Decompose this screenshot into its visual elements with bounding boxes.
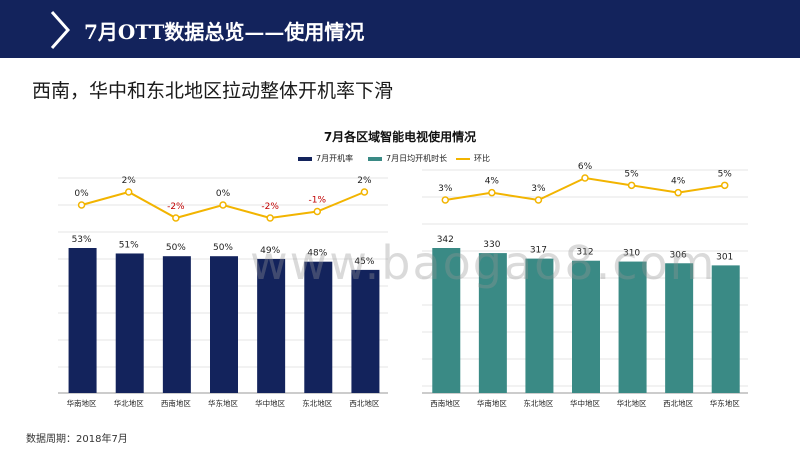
bar-value-label: 51%: [119, 240, 139, 250]
chart-legend: 7月开机率 7月日均开机时长 环比: [0, 153, 800, 167]
growth-point: [360, 188, 369, 196]
growth-point: [720, 181, 729, 190]
category-tick-label: 华北地区: [114, 398, 144, 408]
chart-bar: [68, 248, 97, 393]
bar-value-label: 330: [483, 240, 500, 250]
growth-value-label: 2%: [357, 176, 372, 186]
bar-value-label: 342: [437, 235, 454, 245]
growth-point: [674, 188, 682, 197]
page-title: 7月OTT数据总览——使用情况: [84, 20, 365, 44]
chart-bar: [478, 253, 507, 393]
legend-label: 环比: [474, 154, 490, 163]
category-tick-label: 华东地区: [710, 398, 740, 408]
growth-value-label: 6%: [578, 162, 593, 172]
category-tick-label: 华北地区: [617, 398, 647, 408]
growth-value-label: 4%: [671, 177, 686, 187]
category-tick-label: 西北地区: [349, 398, 379, 408]
bar-value-label: 53%: [72, 235, 92, 245]
category-tick-label: 西南地区: [161, 398, 191, 408]
growth-value-label: 3%: [531, 184, 546, 194]
legend-item-duration: 7月日均开机时长: [368, 153, 447, 164]
category-tick-label: 东北地区: [302, 398, 332, 408]
legend-label: 7月日均开机时长: [386, 154, 448, 163]
chart-bar: [162, 256, 191, 393]
chevron-right-icon: [50, 11, 71, 49]
growth-value-label: 3%: [438, 184, 453, 194]
chart-bar: [432, 248, 461, 393]
chart-bar: [618, 261, 647, 393]
category-tick-label: 华南地区: [67, 398, 97, 408]
chart-bar: [665, 263, 694, 393]
legend-item-open-rate: 7月开机率: [298, 153, 353, 164]
growth-point: [627, 181, 636, 190]
category-tick-label: 东北地区: [523, 398, 553, 408]
bar-value-label: 48%: [307, 249, 327, 259]
growth-point: [77, 201, 86, 209]
growth-point: [219, 201, 227, 209]
category-tick-label: 华东地区: [208, 398, 238, 408]
growth-value-label: 4%: [485, 177, 500, 187]
bar-value-label: 50%: [213, 243, 233, 253]
growth-value-label: 5%: [718, 169, 733, 179]
growth-point: [581, 174, 589, 182]
growth-value-label: -2%: [167, 202, 185, 212]
growth-value-label: 5%: [624, 169, 639, 179]
category-tick-label: 西北地区: [663, 398, 693, 408]
growth-point: [441, 196, 450, 204]
footnote: 数据周期：2018年7月: [26, 434, 128, 445]
growth-point: [488, 188, 496, 197]
bar-value-label: 45%: [354, 257, 374, 267]
bar-value-label: 306: [670, 250, 687, 260]
watermark: www.baogao8.com: [250, 236, 717, 290]
chart-bar: [257, 258, 286, 393]
chart-title: 7月各区域智能电视使用情况: [323, 130, 477, 144]
chart-bar: [525, 258, 554, 393]
legend-swatch: [456, 157, 470, 160]
growth-value-label: 2%: [122, 176, 137, 186]
chart-bar: [304, 261, 333, 393]
category-tick-label: 华南地区: [477, 398, 507, 408]
category-tick-label: 西南地区: [430, 398, 460, 408]
legend-label: 7月开机率: [316, 154, 354, 163]
growth-value-label: 0%: [74, 189, 89, 199]
growth-point: [266, 214, 274, 222]
chart-bar: [711, 265, 740, 393]
chart-bar: [351, 269, 380, 393]
bar-value-label: 301: [716, 252, 733, 262]
bar-value-label: 50%: [166, 243, 186, 253]
bar-value-label: 312: [576, 248, 593, 258]
growth-value-label: -2%: [261, 202, 279, 212]
category-tick-label: 华中地区: [255, 398, 285, 408]
bar-value-label: 49%: [260, 246, 280, 256]
header-bar: 7月OTT数据总览——使用情况: [0, 0, 800, 58]
growth-point: [313, 207, 322, 216]
growth-value-label: -1%: [309, 196, 327, 206]
legend-swatch: [298, 156, 312, 161]
chart-bar: [115, 253, 144, 393]
growth-point: [124, 188, 133, 196]
legend-swatch: [368, 156, 382, 161]
growth-point: [172, 214, 180, 222]
chart-bar: [210, 256, 238, 393]
growth-value-label: 0%: [216, 189, 231, 199]
bar-value-label: 310: [623, 249, 640, 259]
legend-item-growth: 环比: [456, 153, 490, 164]
page-subtitle: 西南，华中和东北地区拉动整体开机率下滑: [32, 80, 394, 102]
chart-bar: [572, 260, 600, 393]
bar-value-label: 317: [530, 246, 547, 256]
growth-point: [534, 196, 543, 204]
category-tick-label: 华中地区: [570, 398, 600, 408]
